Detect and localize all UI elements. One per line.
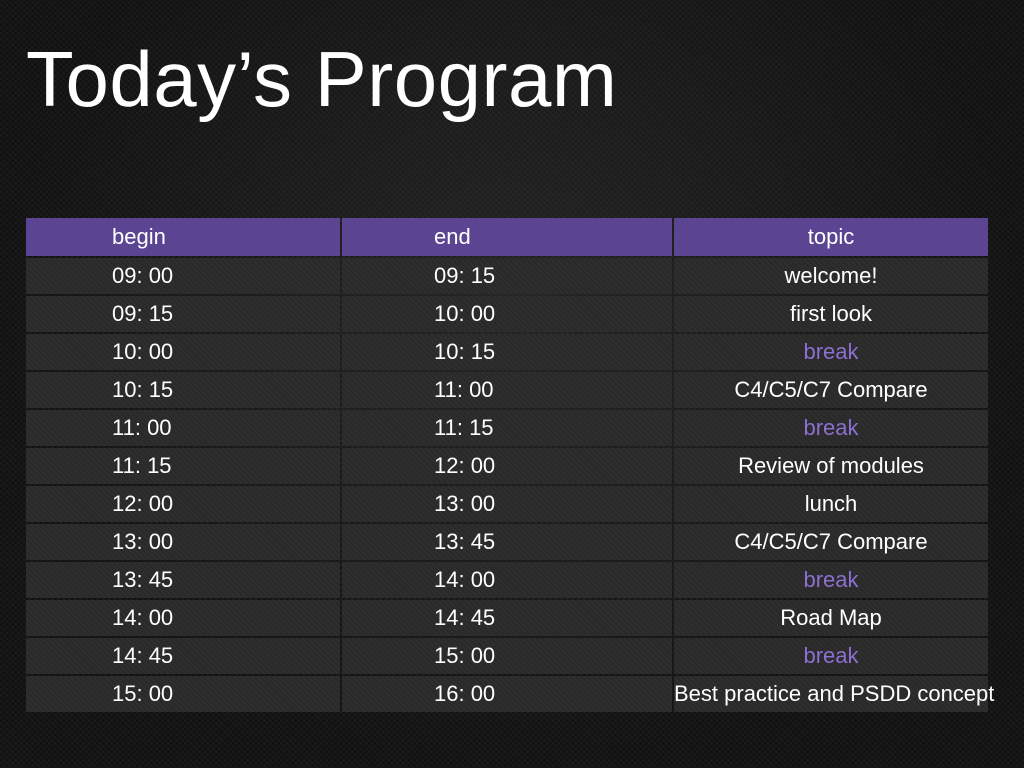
schedule-table: begin end topic 09: 00 09: 15 welcome! 0…: [24, 216, 994, 714]
cell-begin: 11: 15: [26, 448, 340, 484]
cell-begin: 09: 00: [26, 258, 340, 294]
cell-topic: welcome!: [674, 258, 988, 294]
cell-topic: break: [674, 638, 988, 674]
cell-end: 12: 00: [342, 448, 672, 484]
table-row: 09: 00 09: 15 welcome!: [26, 258, 988, 294]
table-row: 11: 15 12: 00 Review of modules: [26, 448, 988, 484]
cell-topic: Best practice and PSDD concept: [674, 676, 994, 712]
cell-end: 13: 45: [342, 524, 672, 560]
cell-topic: break: [674, 334, 988, 370]
cell-begin: 13: 45: [26, 562, 340, 598]
cell-topic: lunch: [674, 486, 988, 522]
cell-end: 10: 00: [342, 296, 672, 332]
table-row: 15: 00 16: 00 Best practice and PSDD con…: [26, 676, 994, 712]
header-topic: topic: [674, 218, 988, 256]
cell-end: 14: 00: [342, 562, 672, 598]
cell-topic: break: [674, 562, 988, 598]
cell-topic: C4/C5/C7 Compare: [674, 372, 988, 408]
table-row: 14: 00 14: 45 Road Map: [26, 600, 988, 636]
cell-begin: 11: 00: [26, 410, 340, 446]
table-row: 13: 00 13: 45 C4/C5/C7 Compare: [26, 524, 988, 560]
cell-begin: 10: 15: [26, 372, 340, 408]
table-row: 12: 00 13: 00 lunch: [26, 486, 988, 522]
cell-topic: Road Map: [674, 600, 988, 636]
table-row: 13: 45 14: 00 break: [26, 562, 988, 598]
cell-topic: first look: [674, 296, 988, 332]
cell-end: 14: 45: [342, 600, 672, 636]
cell-begin: 10: 00: [26, 334, 340, 370]
cell-end: 10: 15: [342, 334, 672, 370]
table-row: 14: 45 15: 00 break: [26, 638, 988, 674]
cell-end: 11: 00: [342, 372, 672, 408]
cell-topic: Review of modules: [674, 448, 988, 484]
table-row: 11: 00 11: 15 break: [26, 410, 988, 446]
cell-end: 11: 15: [342, 410, 672, 446]
cell-topic: C4/C5/C7 Compare: [674, 524, 988, 560]
slide-title: Today’s Program: [26, 35, 618, 123]
cell-begin: 09: 15: [26, 296, 340, 332]
header-end: end: [342, 218, 672, 256]
cell-end: 15: 00: [342, 638, 672, 674]
table-row: 10: 00 10: 15 break: [26, 334, 988, 370]
cell-begin: 15: 00: [26, 676, 340, 712]
cell-end: 13: 00: [342, 486, 672, 522]
table-row: 10: 15 11: 00 C4/C5/C7 Compare: [26, 372, 988, 408]
table-row: 09: 15 10: 00 first look: [26, 296, 988, 332]
cell-begin: 14: 45: [26, 638, 340, 674]
header-begin: begin: [26, 218, 340, 256]
cell-begin: 14: 00: [26, 600, 340, 636]
schedule-table-header: begin end topic: [26, 218, 988, 256]
cell-begin: 13: 00: [26, 524, 340, 560]
cell-end: 09: 15: [342, 258, 672, 294]
header-row: begin end topic: [26, 218, 988, 256]
cell-end: 16: 00: [342, 676, 672, 712]
cell-topic: break: [674, 410, 988, 446]
schedule-table-body: 09: 00 09: 15 welcome! 09: 15 10: 00 fir…: [26, 258, 994, 712]
cell-begin: 12: 00: [26, 486, 340, 522]
